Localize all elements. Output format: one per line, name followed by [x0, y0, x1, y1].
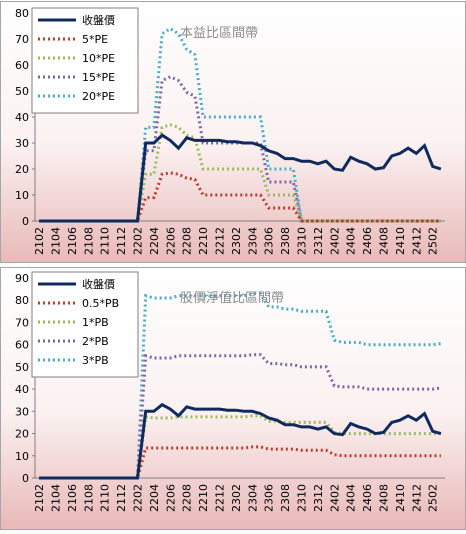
x-tick-label: 2408 — [378, 227, 391, 255]
x-tick-label: 2312 — [312, 227, 325, 255]
y-tick-label: 50 — [15, 361, 29, 374]
y-tick-label: 30 — [15, 137, 29, 150]
x-tick-label: 2208 — [181, 227, 194, 255]
y-tick-label: 40 — [15, 111, 29, 124]
x-tick-label: 2102 — [33, 227, 46, 255]
legend-label: 3*PB — [82, 354, 109, 367]
y-tick-label: 10 — [15, 189, 29, 202]
y-tick-label: 20 — [15, 428, 29, 441]
x-tick-label: 2210 — [197, 484, 210, 512]
x-tick-label: 2312 — [312, 484, 325, 512]
x-tick-label: 2106 — [66, 227, 79, 255]
y-tick-label: 70 — [15, 33, 29, 46]
chart-panel: 0 10 20 30 40 50 60 70 80 2102 2104 2106 2108 2110 211… — [0, 1, 466, 263]
x-tick-label: 2402 — [328, 484, 341, 512]
x-tick-label: 2206 — [164, 227, 177, 255]
x-tick-label: 2112 — [115, 484, 128, 512]
x-tick-label: 2304 — [246, 484, 259, 512]
x-tick-label: 2502 — [427, 484, 440, 512]
series-line — [39, 402, 442, 480]
x-tick-label: 2308 — [279, 227, 292, 255]
legend-label: 2*PB — [82, 335, 109, 348]
y-tick-label: 70 — [15, 316, 29, 329]
y-tick-label: 30 — [15, 405, 29, 418]
x-tick-label: 2202 — [132, 227, 145, 255]
y-tick-label: 40 — [15, 383, 29, 396]
y-tick-label: 50 — [15, 85, 29, 98]
series-line — [39, 133, 442, 223]
x-tick-label: 2212 — [214, 484, 227, 512]
x-tick-label: 2302 — [230, 227, 243, 255]
legend-label: 20*PE — [82, 90, 115, 103]
x-tick-label: 2412 — [410, 484, 423, 512]
x-tick-label: 2112 — [115, 227, 128, 255]
y-tick-label: 0 — [22, 215, 29, 228]
x-tick-label: 2410 — [394, 484, 407, 512]
x-tick-label: 2212 — [214, 227, 227, 255]
x-tick-label: 2406 — [361, 484, 374, 512]
annotation: 股價淨值比區間帶 — [180, 290, 284, 306]
x-tick-label: 2210 — [197, 227, 210, 255]
x-tick-label: 2306 — [263, 484, 276, 512]
x-tick-label: 2404 — [345, 484, 358, 512]
y-tick-label: 80 — [15, 7, 29, 20]
x-tick-label: 2412 — [410, 227, 423, 255]
x-tick-label: 2104 — [50, 484, 63, 512]
x-tick-label: 2402 — [328, 227, 341, 255]
y-tick-label: 20 — [15, 163, 29, 176]
x-tick-label: 2108 — [82, 484, 95, 512]
x-tick-label: 2308 — [279, 484, 292, 512]
legend-label: 收盤價 — [82, 13, 115, 27]
legend-label: 15*PE — [82, 71, 115, 84]
x-tick-label: 2110 — [99, 484, 112, 512]
legend-label: 5*PE — [82, 33, 108, 46]
x-tick-label: 2206 — [164, 484, 177, 512]
x-tick-label: 2104 — [50, 227, 63, 255]
y-tick-label: 60 — [15, 339, 29, 352]
y-tick-label: 60 — [15, 59, 29, 72]
x-tick-label: 2102 — [33, 484, 46, 512]
x-tick-label: 2204 — [148, 484, 161, 512]
x-tick-label: 2302 — [230, 484, 243, 512]
x-tick-label: 2110 — [99, 227, 112, 255]
legend-label: 1*PB — [82, 316, 109, 329]
annotation: 本益比區間帶 — [180, 26, 258, 41]
legend-label: 10*PE — [82, 52, 115, 65]
legend-label: 0.5*PB — [82, 297, 119, 310]
y-tick-label: 10 — [15, 450, 29, 463]
legend-label: 收盤價 — [82, 277, 115, 291]
y-tick-label: 90 — [15, 272, 29, 285]
x-tick-label: 2404 — [345, 227, 358, 255]
x-tick-label: 2406 — [361, 227, 374, 255]
x-tick-label: 2410 — [394, 227, 407, 255]
y-tick-label: 80 — [15, 294, 29, 307]
x-tick-label: 2304 — [246, 227, 259, 255]
x-tick-label: 2108 — [82, 227, 95, 255]
x-tick-label: 2106 — [66, 484, 79, 512]
x-tick-label: 2310 — [296, 484, 309, 512]
x-tick-label: 2306 — [263, 227, 276, 255]
y-tick-label: 0 — [22, 472, 29, 485]
x-tick-label: 2408 — [378, 484, 391, 512]
x-tick-label: 2202 — [132, 484, 145, 512]
x-tick-label: 2310 — [296, 227, 309, 255]
x-tick-label: 2204 — [148, 227, 161, 255]
x-tick-label: 2208 — [181, 484, 194, 512]
x-tick-label: 2502 — [427, 227, 440, 255]
